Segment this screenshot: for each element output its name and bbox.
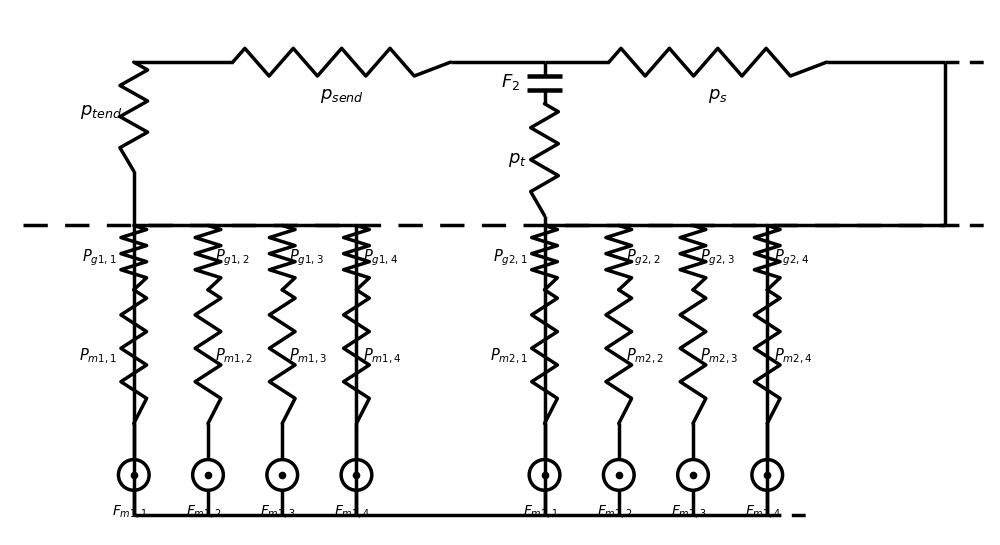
Text: $P_{m1,2}$: $P_{m1,2}$ [215,347,253,366]
Text: $P_{m2,1}$: $P_{m2,1}$ [490,347,528,366]
Text: $P_{g1,3}$: $P_{g1,3}$ [289,247,324,268]
Text: $P_{g2,1}$: $P_{g2,1}$ [493,247,528,268]
Text: $P_{g2,4}$: $P_{g2,4}$ [774,247,809,268]
Text: $P_{m1,1}$: $P_{m1,1}$ [79,347,117,366]
Text: $P_{m2,4}$: $P_{m2,4}$ [774,347,813,366]
Text: $F_2$: $F_2$ [501,72,520,92]
Text: $P_{g2,2}$: $P_{g2,2}$ [626,247,660,268]
Text: $P_{m2,2}$: $P_{m2,2}$ [626,347,664,366]
Text: $P_{m1,4}$: $P_{m1,4}$ [363,347,402,366]
Text: $p_t$: $p_t$ [508,150,527,168]
Text: $F_{m1,3}$: $F_{m1,3}$ [260,502,296,519]
Text: $F_{m2,2}$: $F_{m2,2}$ [597,502,633,519]
Text: $p_s$: $p_s$ [708,87,728,105]
Text: $P_{g1,4}$: $P_{g1,4}$ [363,247,398,268]
Text: $F_{m1,4}$: $F_{m1,4}$ [334,502,371,519]
Text: $F_{m2,3}$: $F_{m2,3}$ [671,502,707,519]
Text: $p_{tend}$: $p_{tend}$ [80,102,122,120]
Text: $F_{m1,1}$: $F_{m1,1}$ [112,502,148,519]
Text: $P_{g1,1}$: $P_{g1,1}$ [82,247,117,268]
Text: $F_{m1,2}$: $F_{m1,2}$ [186,502,222,519]
Text: $P_{m1,3}$: $P_{m1,3}$ [289,347,327,366]
Text: $P_{m2,3}$: $P_{m2,3}$ [700,347,738,366]
Text: $P_{g1,2}$: $P_{g1,2}$ [215,247,249,268]
Text: $F_{m2,4}$: $F_{m2,4}$ [745,502,781,519]
Text: $P_{g2,3}$: $P_{g2,3}$ [700,247,735,268]
Text: $p_{send}$: $p_{send}$ [320,87,364,105]
Text: $F_{m2,1}$: $F_{m2,1}$ [523,502,559,519]
